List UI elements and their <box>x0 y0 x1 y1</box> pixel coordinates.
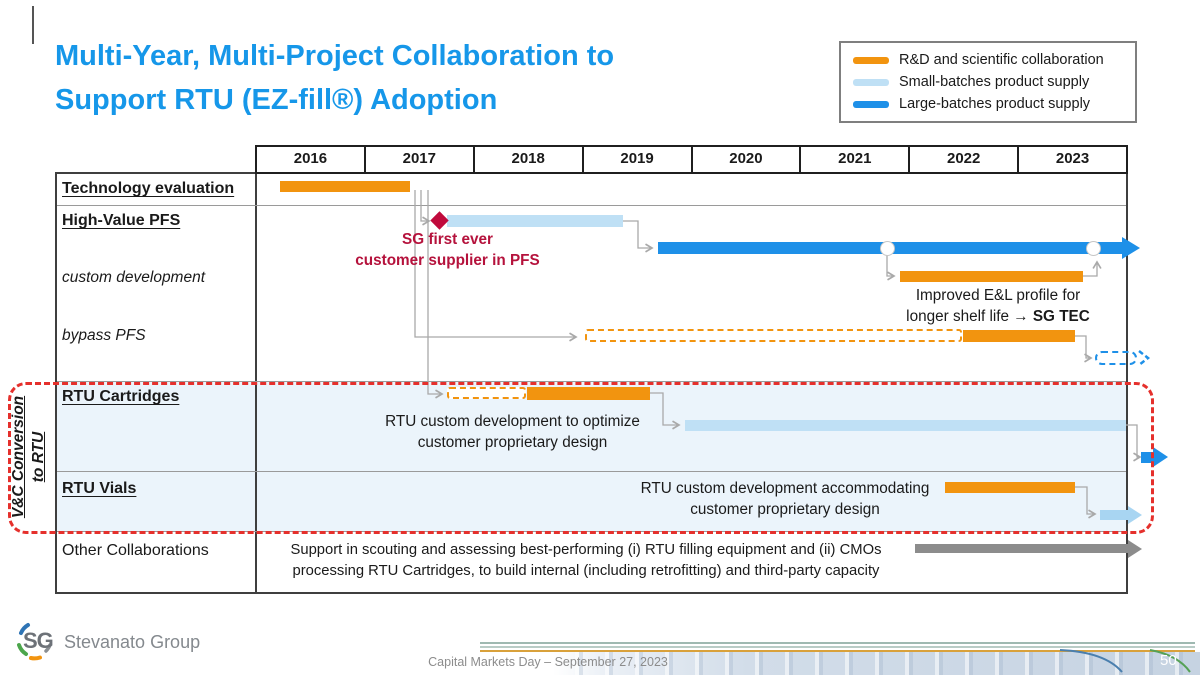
year-header-2022: 2022 <box>908 147 1017 172</box>
rtu-cartridges-continuation-arrowhead <box>1153 447 1168 467</box>
pfs-large-batch-milestone-2023 <box>1086 241 1101 256</box>
annotation-other-collaborations: Support in scouting and assessing best-p… <box>262 540 910 583</box>
page-title-line1: Multi-Year, Multi-Project Collaboration … <box>55 40 615 72</box>
rnd-swatch-icon <box>853 56 889 64</box>
annotation-rtu-vials-line1: RTU custom development accommodating <box>640 480 930 497</box>
bypass-pfs-planned-pill <box>1095 351 1137 365</box>
footer-photo-strip <box>553 652 1200 675</box>
year-header-2021: 2021 <box>799 147 908 172</box>
other-collaborations-arrowhead <box>1128 539 1142 558</box>
small-batch-swatch-icon <box>853 78 889 86</box>
pfs-large-batch-milestone-2021 <box>880 241 895 256</box>
row-line-4 <box>57 531 1126 532</box>
legend-item-small-batch: Small-batches product supply <box>853 74 1123 90</box>
row-line-2 <box>57 381 1126 382</box>
row-label-rtu-cartridges: RTU Cartridges <box>62 388 180 405</box>
annotation-sg-first-line1: SG first ever <box>402 231 493 248</box>
rtu-cartridges-solid-bar <box>527 387 650 400</box>
legend-label-small-batch: Small-batches product supply <box>899 74 1090 90</box>
row-label-other-collaborations: Other Collaborations <box>62 542 209 559</box>
footer-caption: Capital Markets Day – September 27, 2023 <box>428 655 668 669</box>
annotation-el-profile-line1: Improved E&L profile for <box>915 287 1081 304</box>
annotation-el-profile-sg-tec: SG TEC <box>1032 308 1090 326</box>
rtu-vials-continuation-arrow-body <box>1100 510 1128 520</box>
rtu-rows-highlight-tint <box>57 381 1126 531</box>
annotation-rtu-vials: RTU custom development accommodating cus… <box>615 478 955 520</box>
year-header-2020: 2020 <box>690 147 800 172</box>
stevanato-logo-sg-text: SG <box>23 628 54 653</box>
rtu-cartridges-dashed-bar <box>447 387 526 399</box>
stevanato-logo-icon <box>17 623 52 661</box>
row-label-custom-development: custom development <box>62 269 206 286</box>
annotation-el-profile-line2-text: longer shelf life → <box>906 308 1033 326</box>
row-label-bypass-pfs: bypass PFS <box>62 327 146 344</box>
rtu-vials-continuation-arrowhead <box>1128 505 1142 524</box>
slide-accent-tick <box>32 6 34 44</box>
legend-item-large-batch: Large-batches product supply <box>853 96 1123 112</box>
row-line-1 <box>57 205 1126 206</box>
side-label-vc-conversion: V&C Conversion to RTU <box>9 384 51 530</box>
stevanato-logo-wordmark: Stevanato Group <box>64 632 201 652</box>
annotation-rtu-cartridges-line1: RTU custom development to optimize <box>385 413 640 430</box>
page-title-line2: Support RTU (EZ-fill®) Adoption <box>55 84 498 117</box>
legend-box: R&D and scientific collaboration Small-b… <box>839 41 1137 123</box>
footer-rule-teal-2 <box>480 646 1195 648</box>
annotation-other-line1: Support in scouting and assessing best-p… <box>290 542 882 558</box>
page-title: Multi-Year, Multi-Project Collaboration … <box>55 34 614 122</box>
annotation-other-line2: processing RTU Cartridges, to build inte… <box>292 563 880 580</box>
row-label-high-value-pfs: High-Value PFS <box>62 212 181 229</box>
side-label-line2: to RTU <box>30 431 48 483</box>
pfs-small-batch-bar <box>447 215 623 227</box>
annotation-sg-first-line2: customer supplier in PFS <box>355 252 540 270</box>
annotation-rtu-cartridges: RTU custom development to optimize custo… <box>350 411 675 453</box>
legend-label-rnd: R&D and scientific collaboration <box>899 52 1104 68</box>
annotation-rtu-vials-line2: customer proprietary design <box>690 501 880 519</box>
page-number: 50 <box>1160 652 1177 669</box>
row-line-3 <box>57 471 1126 472</box>
rtu-vials-bar <box>945 482 1075 493</box>
year-header-2016: 2016 <box>293 150 328 167</box>
footer-rule-teal-1 <box>480 642 1195 644</box>
year-header-2017: 2017 <box>363 147 473 172</box>
side-label-line1: V&C Conversion <box>10 395 27 519</box>
footer-rule-orange <box>480 650 1195 652</box>
bypass-pfs-dashed-bar <box>585 329 962 342</box>
year-header-2023: 2023 <box>1017 147 1126 172</box>
pfs-large-batch-bar-arrowhead <box>1122 237 1140 259</box>
year-header-2019: 2019 <box>581 147 691 172</box>
annotation-el-profile: Improved E&L profile for longer shelf li… <box>878 285 1118 327</box>
other-collaborations-arrow-body <box>915 544 1128 553</box>
legend-label-large-batch: Large-batches product supply <box>899 96 1091 112</box>
year-header-2018: 2018 <box>472 147 582 172</box>
technology-evaluation-bar <box>280 181 410 192</box>
row-label-technology-evaluation: Technology evaluation <box>62 180 235 197</box>
bypass-planned-arrow-chevron <box>1138 350 1151 366</box>
custom-development-bar <box>900 271 1083 282</box>
rtu-cartridges-continuation-arrow-body <box>1141 452 1153 463</box>
rtu-cartridges-small-batch-bar <box>685 420 1126 431</box>
annotation-rtu-cartridges-line2: customer proprietary design <box>417 434 608 452</box>
year-header-row: 2016 2017 2018 2019 2020 2021 2022 2023 <box>255 145 1128 174</box>
bypass-pfs-solid-bar <box>963 330 1075 342</box>
legend-item-rnd: R&D and scientific collaboration <box>853 52 1123 68</box>
row-label-rtu-vials: RTU Vials <box>62 480 137 497</box>
annotation-el-profile-line2: longer shelf life → SG TEC <box>878 306 1118 327</box>
gantt-label-column-divider <box>255 172 257 592</box>
large-batch-swatch-icon <box>853 100 889 108</box>
annotation-sg-first-supplier: SG first ever customer supplier in PFS <box>330 229 565 271</box>
